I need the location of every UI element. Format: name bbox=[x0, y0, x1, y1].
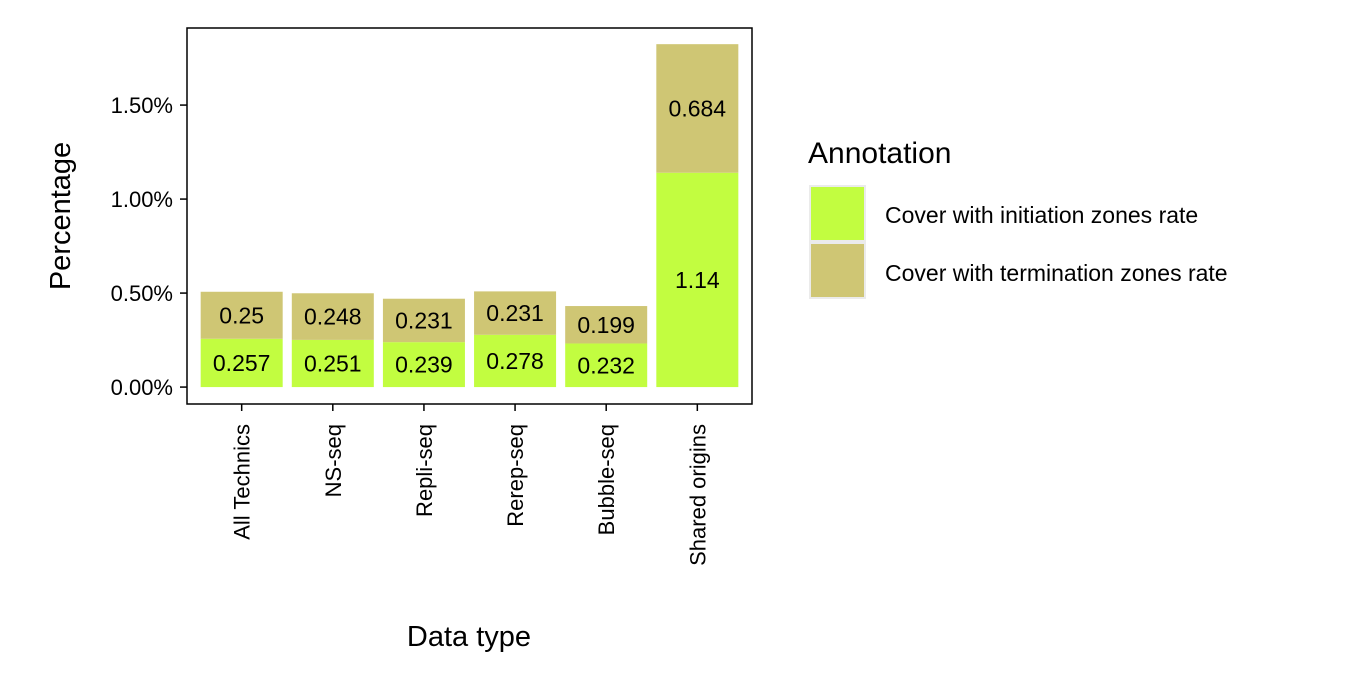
bar-initiation-1 bbox=[291, 339, 374, 388]
y-tick-label-2: 1.00% bbox=[111, 187, 173, 212]
bar-label-termination-2: 0.231 bbox=[395, 307, 453, 333]
x-tick-label-0: All Technics bbox=[230, 424, 255, 540]
bar-initiation-0 bbox=[200, 338, 283, 388]
bar-label-initiation-4: 0.232 bbox=[577, 352, 635, 378]
bar-label-termination-1: 0.248 bbox=[304, 304, 362, 330]
bars-layer bbox=[200, 44, 739, 388]
bar-label-initiation-1: 0.251 bbox=[304, 350, 362, 376]
bar-label-initiation-3: 0.278 bbox=[486, 348, 544, 374]
bar-initiation-4 bbox=[565, 343, 648, 388]
bar-termination-3 bbox=[474, 291, 557, 335]
bar-label-termination-0: 0.25 bbox=[219, 302, 264, 328]
bar-initiation-2 bbox=[382, 342, 465, 388]
legend-title: Annotation bbox=[808, 137, 951, 170]
bar-termination-4 bbox=[565, 306, 648, 344]
legend-label-termination: Cover with termination zones rate bbox=[885, 260, 1228, 286]
bar-termination-0 bbox=[200, 291, 283, 339]
x-axis: All Technics NS-seq Repli-seq Rerep-seq Bubb… bbox=[230, 404, 710, 566]
bar-label-initiation-2: 0.239 bbox=[395, 352, 453, 378]
bar-termination-2 bbox=[382, 298, 465, 343]
y-axis-title: Percentage bbox=[45, 142, 77, 290]
bar-label-initiation-0: 0.257 bbox=[213, 350, 271, 376]
bar-label-termination-4: 0.199 bbox=[577, 312, 635, 338]
bar-initiation-3 bbox=[474, 334, 557, 388]
legend-label-initiation: Cover with initiation zones rate bbox=[885, 202, 1198, 228]
x-tick-label-4: Bubble-seq bbox=[594, 424, 619, 535]
y-tick-label-0: 0.00% bbox=[111, 375, 173, 400]
bar-label-initiation-5: 1.14 bbox=[675, 267, 720, 293]
bar-termination-5 bbox=[656, 44, 739, 173]
legend-swatch-termination bbox=[809, 242, 866, 299]
legend-swatch-initiation bbox=[809, 185, 866, 242]
x-tick-label-5: Shared origins bbox=[685, 424, 710, 566]
x-axis-title: Data type bbox=[407, 621, 531, 653]
bar-label-termination-5: 0.684 bbox=[669, 95, 727, 121]
x-tick-label-3: Rerep-seq bbox=[503, 424, 528, 527]
x-tick-label-1: NS-seq bbox=[321, 424, 346, 497]
bar-termination-1 bbox=[291, 293, 374, 340]
bar-label-termination-3: 0.231 bbox=[486, 300, 544, 326]
y-tick-label-1: 0.50% bbox=[111, 281, 173, 306]
y-tick-label-3: 1.50% bbox=[111, 93, 173, 118]
legend: Annotation Cover with initiation zones r… bbox=[808, 137, 1228, 299]
bar-labels-layer: 0.257 0.25 0.251 0.248 0.239 0.231 0.278 0.231 0… bbox=[213, 95, 726, 378]
x-tick-label-2: Repli-seq bbox=[412, 424, 437, 517]
y-axis: 0.00% 0.50% 1.00% 1.50% bbox=[111, 93, 187, 400]
bar-initiation-5 bbox=[656, 172, 739, 388]
